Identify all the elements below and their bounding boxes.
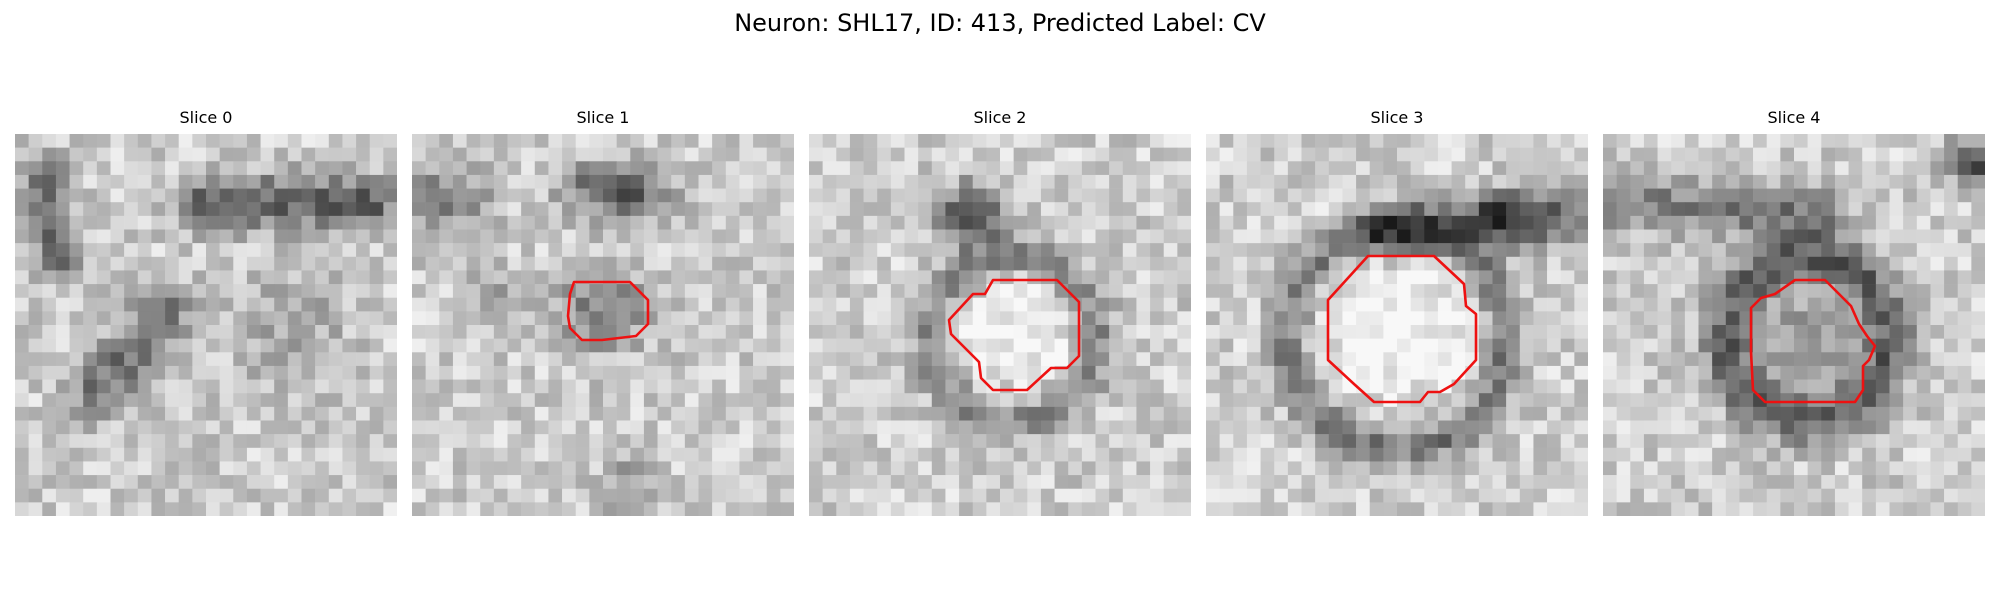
panel-title: Slice 3	[1370, 108, 1424, 127]
segmentation-outline	[1749, 278, 1877, 404]
segmentation-outline	[566, 280, 650, 342]
slice-image	[809, 134, 1191, 516]
slice-image	[412, 134, 794, 516]
panel-slice-3: Slice 3	[1206, 108, 1588, 516]
panel-slice-0: Slice 0	[15, 108, 397, 516]
segmentation-outline	[1326, 254, 1478, 404]
figure-title: Neuron: SHL17, ID: 413, Predicted Label:…	[734, 9, 1266, 37]
panel-slice-4: Slice 4	[1603, 108, 1985, 516]
panel-slice-1: Slice 1	[412, 108, 794, 516]
panel-title: Slice 4	[1767, 108, 1821, 127]
slice-image	[1603, 134, 1985, 516]
segmentation-outline	[947, 278, 1081, 392]
slice-image	[15, 134, 397, 516]
slice-image	[1206, 134, 1588, 516]
panel-title: Slice 2	[973, 108, 1027, 127]
panel-slice-2: Slice 2	[809, 108, 1191, 516]
panel-title: Slice 1	[576, 108, 630, 127]
panel-title: Slice 0	[179, 108, 233, 127]
